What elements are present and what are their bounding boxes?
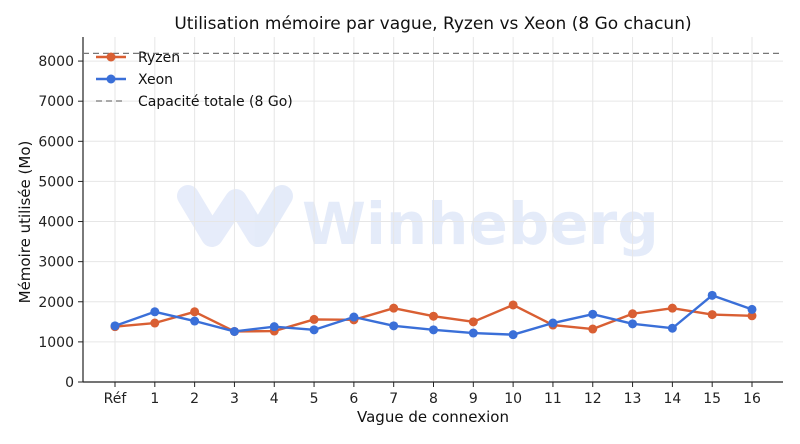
watermark-text: Winheberg [302, 190, 659, 258]
data-point-xeon [548, 318, 558, 328]
x-tick-label: 4 [270, 391, 279, 407]
legend-item-xeon: Xeon [96, 72, 173, 88]
y-tick-label: 8000 [38, 54, 74, 70]
series [110, 290, 757, 340]
x-tick-label: 3 [230, 391, 239, 407]
x-axis-title: Vague de connexion [357, 408, 509, 426]
legend-item-ryzen: Ryzen [96, 50, 180, 66]
data-point-ryzen [150, 318, 160, 328]
data-point-xeon [389, 321, 399, 331]
chart-title: Utilisation mémoire par vague, Ryzen vs … [174, 14, 691, 34]
x-tick-label: 7 [389, 391, 398, 407]
data-point-xeon [747, 304, 757, 314]
data-point-xeon [468, 328, 478, 338]
data-point-xeon [309, 325, 319, 335]
x-tick-label: 6 [349, 391, 358, 407]
y-tick-label: 3000 [38, 255, 74, 271]
legend-marker [106, 74, 116, 84]
y-tick-label: 6000 [38, 134, 74, 150]
data-point-ryzen [667, 303, 677, 313]
data-point-xeon [229, 326, 239, 336]
x-tick-label: 9 [469, 391, 478, 407]
x-tick-label: 13 [624, 391, 642, 407]
data-point-xeon [349, 312, 359, 322]
data-point-xeon [150, 307, 160, 317]
y-tick-label: 2000 [38, 295, 74, 311]
y-tick-label: 0 [65, 375, 74, 391]
data-point-ryzen [190, 307, 200, 317]
data-point-ryzen [468, 317, 478, 327]
data-point-xeon [588, 309, 598, 319]
data-point-xeon [110, 321, 120, 331]
data-point-xeon [190, 316, 200, 326]
data-point-ryzen [707, 310, 717, 320]
x-tick-label: 1 [150, 391, 159, 407]
x-tick-label: 11 [544, 391, 562, 407]
data-point-ryzen [309, 314, 319, 324]
x-tick-label: 2 [190, 391, 199, 407]
series-xeon [110, 290, 757, 340]
x-tick-label: 8 [429, 391, 438, 407]
legend-label: Capacité totale (8 Go) [138, 94, 293, 110]
x-tick-label: 15 [703, 391, 721, 407]
data-point-xeon [269, 322, 279, 332]
legend-marker [106, 52, 116, 62]
watermark: Winheberg [177, 185, 659, 258]
y-axis-title: Mémoire utilisée (Mo) [16, 141, 34, 304]
data-point-xeon [628, 319, 638, 329]
legend-label: Xeon [138, 72, 173, 88]
data-point-ryzen [389, 303, 399, 313]
legend-label: Ryzen [138, 50, 180, 66]
watermark-logo-shape [177, 185, 293, 247]
data-point-ryzen [628, 309, 638, 319]
x-tick-label: 14 [663, 391, 681, 407]
x-tick-label: 5 [310, 391, 319, 407]
data-point-ryzen [747, 311, 757, 321]
y-tick-label: 5000 [38, 174, 74, 190]
y-tick-label: 7000 [38, 94, 74, 110]
data-point-xeon [667, 323, 677, 333]
data-point-xeon [429, 325, 438, 335]
data-point-ryzen [508, 300, 518, 310]
legend: Ryzen Xeon Capacité totale (8 Go) [96, 50, 293, 110]
x-tick-label: 12 [584, 391, 602, 407]
data-point-xeon [508, 330, 518, 340]
y-tick-label: 1000 [38, 335, 74, 351]
winheberg-logo-icon [177, 185, 293, 247]
data-point-ryzen [588, 324, 598, 334]
data-point-ryzen [429, 311, 438, 321]
legend-item-capacit-totale-8-go: Capacité totale (8 Go) [96, 94, 293, 110]
y-tick-label: 4000 [38, 215, 74, 231]
x-tick-label: 10 [504, 391, 522, 407]
x-tick-label: Réf [104, 391, 128, 407]
data-point-xeon [707, 290, 717, 300]
x-tick-label: 16 [743, 391, 761, 407]
